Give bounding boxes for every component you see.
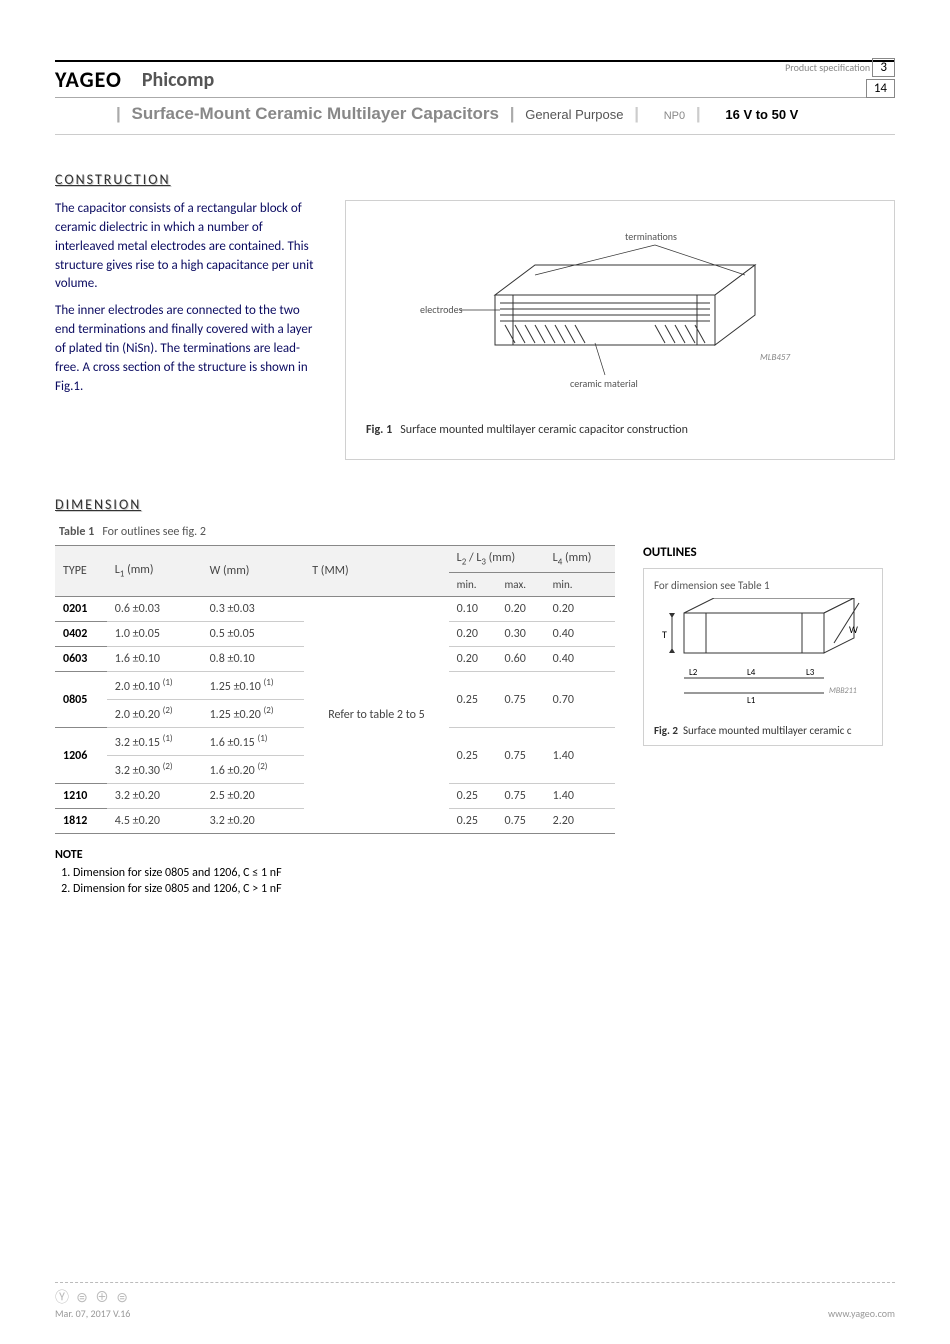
dimension-title: DIMENSION [55,496,895,513]
page-number-box: Product specification 3 14 [785,58,895,98]
product-title-text: Surface-Mount Ceramic Multilayer Capacit… [132,104,499,123]
fig2-num: Fig. 2 [654,724,678,737]
outlines-hint: For dimension see Table 1 [654,579,872,592]
footer-icons: Ⓨ ⊜ ⊕ ⊜ [55,1289,130,1306]
notes-block: NOTE Dimension for size 0805 and 1206, C… [55,848,895,896]
table-row: 0201 0.6 ±0.03 0.3 ±0.03 Refer to table … [55,597,615,622]
figure-2-svg: T W L2 L4 L3 L1 MBB211 [654,598,872,718]
outlines-box: For dimension see Table 1 T W [643,568,883,746]
footer: Ⓨ ⊜ ⊕ ⊜ Mar. 07, 2017 V.16 www.yageo.com [55,1282,895,1320]
table1-caption: Table 1 For outlines see fig. 2 [59,525,895,539]
construction-para1: The capacitor consists of a rectangular … [55,200,315,294]
notes-title: NOTE [55,848,895,862]
fig1-label-electrodes: electrodes [420,303,463,316]
lbl-L3: L3 [806,667,815,678]
np0-label: NP0 [664,110,685,122]
outlines-title: OUTLINES [643,545,883,560]
th-w: W (mm) [202,546,305,597]
dimension-table: TYPE L1 (mm) W (mm) T (MM) L2 / L3 (mm) … [55,545,615,834]
fig1-text: Surface mounted multilayer ceramic capac… [400,423,688,437]
page-total: 14 [866,79,895,98]
note-1: Dimension for size 0805 and 1206, C ≤ 1 … [73,866,895,880]
lbl-T: T [662,628,667,641]
construction-title: CONSTRUCTION [55,171,895,188]
figure-1-caption: Fig. 1 Surface mounted multilayer cerami… [366,423,874,437]
footer-date: Mar. 07, 2017 V.16 [55,1307,130,1320]
construction-text: The capacitor consists of a rectangular … [55,200,315,460]
th-l1: L1 (mm) [107,546,202,597]
header-bar: YAGEO Phicomp [55,60,895,98]
th-type: TYPE [55,546,107,597]
fig2-text: Surface mounted multilayer ceramic c [683,724,852,737]
construction-para2: The inner electrodes are connected to th… [55,302,315,396]
lbl-L1: L1 [747,695,756,706]
figure-1-svg: terminations electrodes ceramic material… [405,215,835,415]
page-current: 3 [872,58,895,77]
construction-block: The capacitor consists of a rectangular … [55,200,895,460]
outlines-block: OUTLINES For dimension see Table 1 T [643,545,883,746]
lbl-W: W [849,623,858,636]
t-merged-cell: Refer to table 2 to 5 [304,597,448,834]
th-l4: L4 (mm) [545,546,615,573]
voltage-label: 16 V to 50 V [725,107,798,122]
figure-1-box: terminations electrodes ceramic material… [345,200,895,460]
general-purpose: General Purpose [525,107,623,122]
fig2-code: MBB211 [829,686,857,696]
subheader-bar: | Surface-Mount Ceramic Multilayer Capac… [55,98,895,135]
note-2: Dimension for size 0805 and 1206, C > 1 … [73,882,895,896]
lbl-L2: L2 [689,667,698,678]
table1-text: For outlines see fig. 2 [102,525,206,539]
fig1-num: Fig. 1 [366,423,392,437]
lbl-L4: L4 [747,667,756,678]
th-t: T (MM) [304,546,448,597]
brand-logo: YAGEO [55,66,122,93]
brand-sub: Phicomp [142,68,214,92]
dimension-block: DIMENSION Table 1 For outlines see fig. … [55,496,895,896]
product-title: | Surface-Mount Ceramic Multilayer Capac… [110,104,895,124]
fig1-label-terminations: terminations [625,230,677,243]
product-spec-label: Product specification [785,61,870,74]
figure-2-caption: Fig. 2 Surface mounted multilayer cerami… [654,724,872,737]
fig1-label-ceramic: ceramic material [570,377,638,390]
th-l2l3: L2 / L3 (mm) [449,546,545,573]
fig1-code: MLB457 [760,352,790,363]
table1-num: Table 1 [59,525,94,539]
footer-url: www.yageo.com [828,1307,895,1320]
th-max: max. [497,573,545,597]
th-min: min. [449,573,497,597]
th-l4min: min. [545,573,615,597]
